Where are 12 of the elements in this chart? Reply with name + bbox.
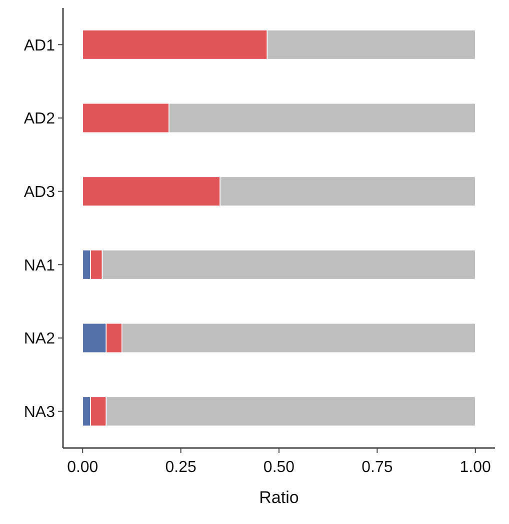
y-tick-label: NA3	[24, 404, 56, 421]
x-tick-label: 1.00	[460, 459, 492, 476]
x-tick-label: 0.50	[263, 459, 295, 476]
x-tick-label: 0.25	[165, 459, 196, 476]
y-tick-label: NA1	[24, 257, 56, 274]
x-tick-label: 0.75	[362, 459, 393, 476]
x-axis-title: Ratio	[259, 488, 299, 507]
y-tick-label: NA2	[24, 330, 56, 348]
y-tick-label: AD2	[24, 110, 56, 128]
y-tick-label: AD1	[24, 37, 56, 54]
x-tick-label: 0.00	[67, 459, 98, 476]
y-tick-label: AD3	[24, 184, 56, 201]
